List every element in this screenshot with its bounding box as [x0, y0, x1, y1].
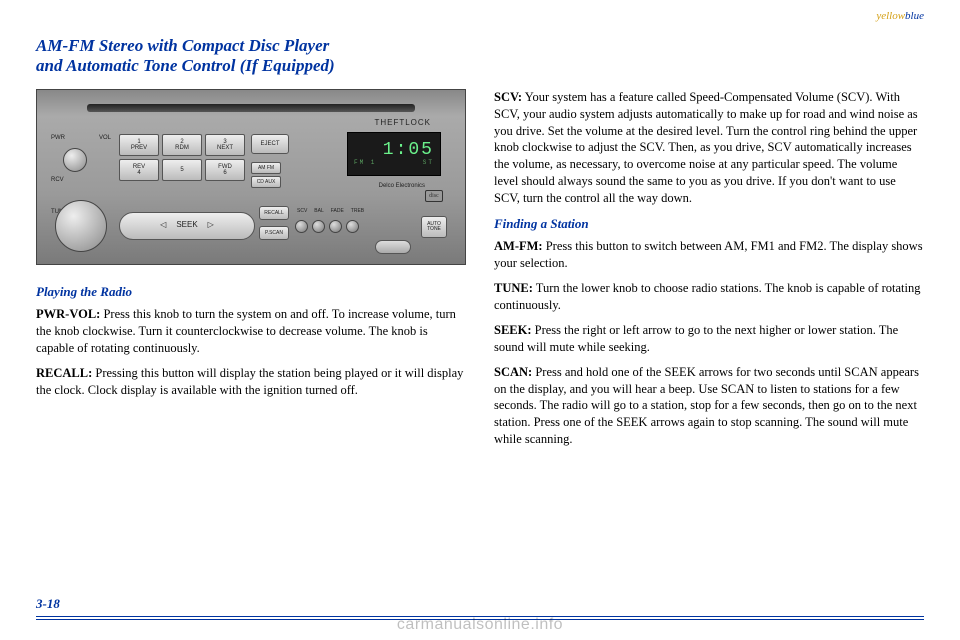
playing-radio-subhead: Playing the Radio	[36, 283, 466, 301]
auto-tone-btn: AUTO TONE	[421, 216, 447, 238]
brand-label: Delco Electronics	[379, 182, 425, 190]
scan-text: Press and hold one of the SEEK arrows fo…	[494, 365, 919, 447]
scan-label-text: SCAN:	[494, 365, 532, 379]
header-blue: blue	[905, 10, 924, 22]
pwr-vol-paragraph: PWR-VOL: Press this knob to turn the sys…	[36, 306, 466, 357]
theftlock-label: THEFTLOCK	[374, 118, 431, 129]
cdaux-btn: CD AUX	[251, 176, 281, 188]
amfm-label-text: AM-FM:	[494, 239, 543, 253]
recall-btn: RECALL	[259, 206, 289, 220]
scv-text: Your system has a feature called Speed-C…	[494, 90, 918, 205]
recall-paragraph: RECALL: Pressing this button will displa…	[36, 365, 466, 399]
scv-label: SCV:	[494, 90, 522, 104]
preset-4: REV4	[119, 159, 159, 181]
preset-3: 3NEXT	[205, 134, 245, 156]
eq-knob-3	[329, 220, 342, 233]
preset-1: 1PREV	[119, 134, 159, 156]
eq-knob-2	[312, 220, 325, 233]
tune-paragraph: TUNE: Turn the lower knob to choose radi…	[494, 280, 924, 314]
eq-scv: SCV	[297, 208, 307, 215]
eq-treb: TREB	[351, 208, 364, 215]
scv-paragraph: SCV: Your system has a feature called Sp…	[494, 89, 924, 207]
radio-illustration: THEFTLOCK 1:05 FM 1 ST Delco Electronics…	[36, 89, 466, 265]
header-yellow: yellow	[876, 10, 905, 22]
eq-knob-1	[295, 220, 308, 233]
recall-label-text: RECALL:	[36, 366, 92, 380]
preset-2: 2RDM	[162, 134, 202, 156]
scan-paragraph: SCAN: Press and hold one of the SEEK arr…	[494, 364, 924, 448]
pwr-vol-label: PWR-VOL:	[36, 307, 100, 321]
amfm-col: AM FM CD AUX	[251, 162, 281, 188]
title-line-2: and Automatic Tone Control (If Equipped)	[36, 56, 924, 76]
page-number: 3-18	[36, 596, 60, 612]
finding-station-subhead: Finding a Station	[494, 215, 924, 233]
amfm-paragraph: AM-FM: Press this button to switch betwe…	[494, 238, 924, 272]
cd-slot	[87, 104, 415, 112]
preset-5: 5	[162, 159, 202, 181]
eject-btn: EJECT	[251, 134, 289, 154]
eq-fade: FADE	[331, 208, 344, 215]
preset-grid: 1PREV 2RDM 3NEXT REV4 5 FWD6	[119, 134, 245, 181]
amfm-text: Press this button to switch between AM, …	[494, 239, 923, 270]
radio-display: 1:05 FM 1 ST	[347, 132, 441, 176]
rcv-label: RCV	[51, 176, 64, 184]
tune-text: Turn the lower knob to choose radio stat…	[494, 281, 920, 312]
pwr-vol-knob	[63, 148, 87, 172]
pscan-btn: P.SCAN	[259, 226, 289, 240]
watermark: carmanualsonline.info	[0, 616, 960, 634]
left-column: THEFTLOCK 1:05 FM 1 ST Delco Electronics…	[36, 89, 466, 456]
cd-logo-icon: disc	[425, 190, 443, 202]
seek-label-text: SEEK:	[494, 323, 532, 337]
seek-bar: ◁ SEEK ▷	[119, 212, 255, 240]
tune-knob	[55, 200, 107, 252]
recall-text: Pressing this button will display the st…	[36, 366, 463, 397]
section-title: AM-FM Stereo with Compact Disc Player an…	[36, 36, 924, 77]
display-stereo: ST	[423, 159, 434, 167]
eq-bal: BAL	[314, 208, 323, 215]
seek-paragraph: SEEK: Press the right or left arrow to g…	[494, 322, 924, 356]
right-column: SCV: Your system has a feature called Sp…	[494, 89, 924, 456]
header-corner: yellowblue	[876, 10, 924, 22]
seek-left-icon: ◁	[160, 220, 166, 231]
vol-label: VOL	[99, 134, 111, 142]
seek-label: SEEK	[176, 220, 197, 231]
title-line-1: AM-FM Stereo with Compact Disc Player	[36, 36, 924, 56]
tune-label-text: TUNE:	[494, 281, 533, 295]
display-band: FM 1	[354, 159, 376, 167]
pwr-label: PWR	[51, 134, 65, 142]
seek-text: Press the right or left arrow to go to t…	[494, 323, 898, 354]
preset-6: FWD6	[205, 159, 245, 181]
amfm-btn: AM FM	[251, 162, 281, 174]
display-time: 1:05	[383, 141, 434, 159]
eq-knob-4	[346, 220, 359, 233]
seek-right-icon: ▷	[208, 220, 214, 231]
bottom-pill	[375, 240, 411, 254]
